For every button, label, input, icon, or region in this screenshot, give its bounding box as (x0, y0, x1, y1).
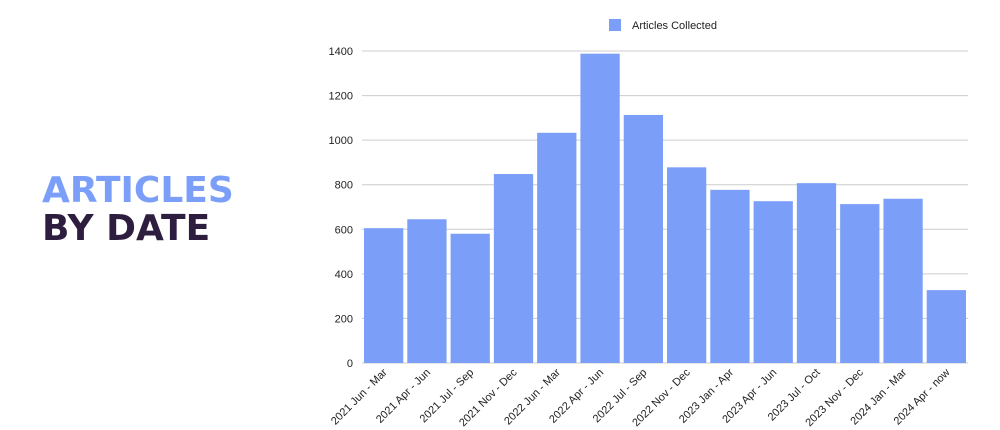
bar (883, 198, 923, 363)
bar (926, 290, 966, 363)
bar (493, 174, 534, 363)
bar (667, 167, 707, 363)
heading-line-1: ARTICLES (42, 170, 234, 211)
y-tick-label: 0 (347, 358, 353, 370)
legend-swatch (609, 19, 621, 31)
y-tick-label: 600 (335, 224, 353, 236)
bar (537, 132, 577, 363)
bar (450, 233, 490, 363)
bar (623, 114, 663, 364)
bar (710, 189, 750, 363)
bar (796, 183, 837, 363)
bars (364, 53, 966, 364)
bar (364, 228, 404, 363)
bar (840, 204, 880, 363)
y-axis-ticks: 0 200 400 600 800 1000 1200 1400 (329, 46, 353, 370)
y-tick-label: 400 (335, 269, 353, 281)
legend: Articles Collected (609, 19, 717, 32)
y-tick-label: 1200 (329, 91, 353, 103)
bar (407, 219, 447, 363)
y-tick-label: 800 (335, 180, 353, 192)
bar (753, 201, 793, 363)
legend-label: Articles Collected (632, 20, 717, 32)
heading-line-2: BY DATE (42, 208, 211, 249)
y-tick-label: 1400 (329, 46, 353, 58)
bar (580, 53, 620, 363)
y-tick-label: 200 (335, 313, 353, 325)
chart-heading: ARTICLES BY DATE (42, 172, 234, 248)
y-tick-label: 1000 (329, 135, 353, 147)
